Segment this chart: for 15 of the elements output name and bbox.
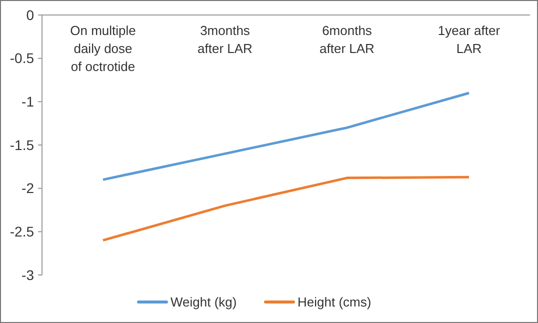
y-tick-label: -0.5 bbox=[10, 50, 34, 66]
legend-label: Height (cms) bbox=[298, 294, 372, 310]
y-tick-label: -1.5 bbox=[10, 136, 34, 153]
x-tick-label: 1year after LAR bbox=[438, 23, 501, 56]
x-tick-label: 6months after LAR bbox=[320, 23, 374, 56]
line-series bbox=[102, 176, 470, 242]
x-tick-label: 3months after LAR bbox=[198, 23, 252, 56]
y-tick-label: -2 bbox=[22, 180, 34, 196]
y-tick-label: -1 bbox=[22, 94, 34, 110]
x-tick-label: On multiple daily dose of octrotide bbox=[70, 23, 136, 74]
legend-label: Weight (kg) bbox=[170, 294, 237, 310]
y-tick-label: -3 bbox=[22, 266, 34, 283]
y-tick-label: -2.5 bbox=[10, 224, 34, 240]
y-tick-label: 0 bbox=[26, 6, 34, 23]
line-series bbox=[102, 92, 470, 181]
